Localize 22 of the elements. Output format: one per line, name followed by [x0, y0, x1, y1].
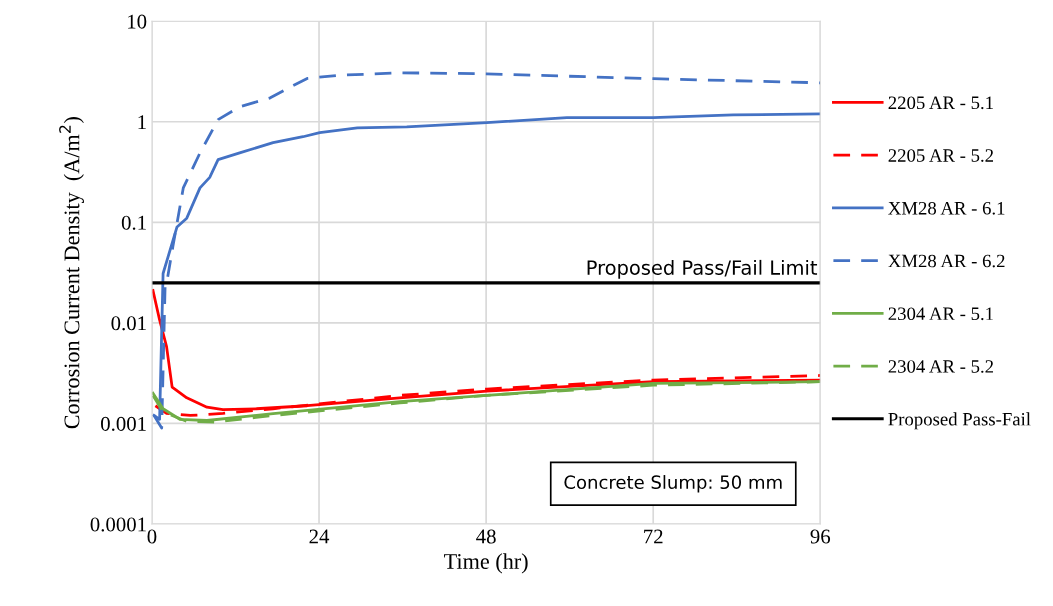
- y-axis-title: Corrosion Current Density (A/m$^{2}$): [59, 117, 84, 429]
- x-tick-label: 48: [476, 529, 496, 544]
- x-tick-label: 96: [810, 529, 831, 544]
- legend-label: 2304 AR - 5.2: [888, 360, 994, 373]
- x-tick-label: 0: [147, 529, 157, 544]
- y-tick-label: 0.01: [111, 316, 146, 331]
- legend-label: XM28 AR - 6.1: [888, 201, 1005, 215]
- y-tick-label: 1: [138, 115, 146, 129]
- legend-label: 2205 AR - 5.1: [888, 96, 993, 110]
- y-tick-label: 0.001: [101, 416, 146, 431]
- x-tick-label: 24: [309, 529, 330, 544]
- y-tick-label: 0.1: [121, 215, 146, 230]
- legend-label: 2205 AR - 5.2: [888, 149, 994, 162]
- legend-label: Proposed Pass-Fail: [888, 412, 1031, 430]
- legend-label: 2304 AR - 5.1: [888, 307, 993, 321]
- annotation: Proposed Pass/Fail Limit: [587, 259, 818, 279]
- x-axis-title: Time (hr): [444, 553, 528, 574]
- y-tick-label: 0.0001: [90, 517, 146, 532]
- y-tick-label: 10: [128, 14, 147, 29]
- legend-label: XM28 AR - 6.2: [888, 254, 1005, 268]
- annotation: Concrete Slump: 50 mm: [564, 475, 782, 493]
- x-tick-label: 72: [644, 529, 663, 544]
